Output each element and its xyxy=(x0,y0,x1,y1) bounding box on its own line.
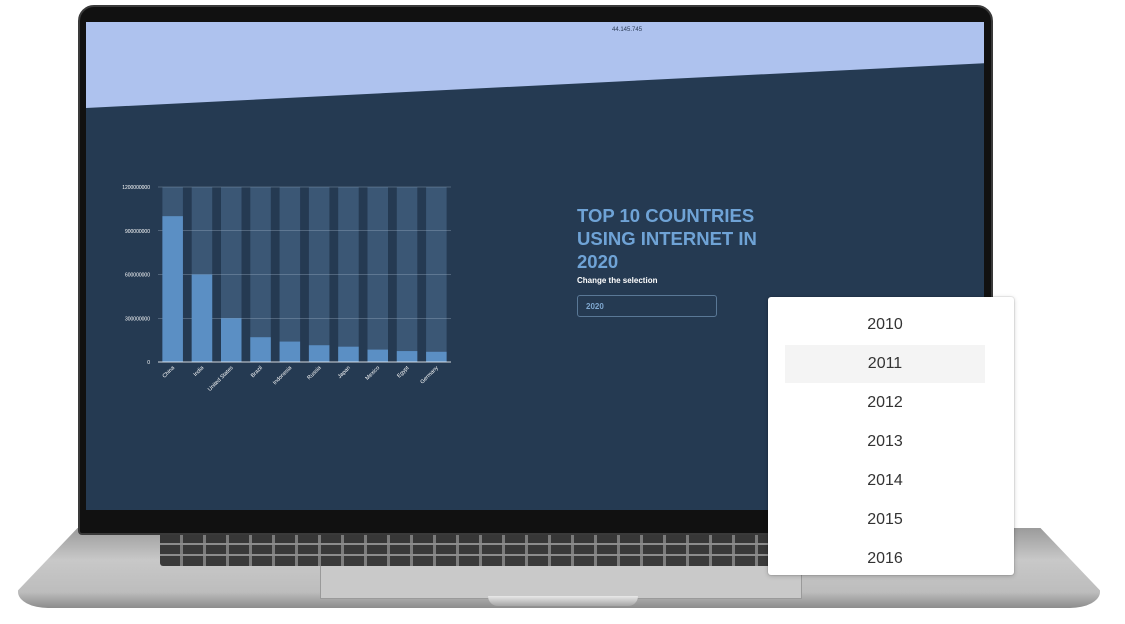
x-tick-label: Egypt xyxy=(396,365,411,380)
page-title: TOP 10 COUNTRIES USING INTERNET IN 2020 xyxy=(577,205,757,272)
y-tick-label: 0 xyxy=(147,360,150,366)
year-option-2010[interactable]: 2010 xyxy=(867,316,903,333)
bar xyxy=(396,351,418,362)
bar xyxy=(250,337,271,362)
x-tick-label: India xyxy=(193,365,206,378)
x-tick-label: Russia xyxy=(306,365,323,382)
selection-label: Change the selection xyxy=(577,276,658,285)
bar xyxy=(220,318,242,362)
year-dropdown: 2010 2011 2012 2013 2014 2015 2016 xyxy=(768,297,1014,575)
x-tick-label: Germany xyxy=(420,365,440,385)
screen-banner xyxy=(86,22,984,108)
x-tick-label: United States xyxy=(207,365,235,393)
y-tick-label: 600000000 xyxy=(125,273,150,279)
laptop-notch xyxy=(488,596,638,606)
bar xyxy=(162,216,183,362)
banner-stat: 44.145.745 xyxy=(612,27,643,33)
year-select[interactable]: 2020 xyxy=(577,295,717,317)
laptop-trackpad xyxy=(320,566,802,599)
year-option-2011[interactable]: 2011 xyxy=(785,345,985,383)
y-tick-label: 1200000000 xyxy=(122,185,150,191)
internet-users-bar-chart: 0 300000000 600000000 900000000 1200000000 Ch… xyxy=(122,185,451,393)
bar xyxy=(367,349,389,362)
x-tick-label: Japan xyxy=(337,365,352,380)
year-option-2012[interactable]: 2012 xyxy=(867,394,903,411)
bar xyxy=(308,345,330,362)
x-tick-label: Brazil xyxy=(250,365,264,379)
y-tick-label: 900000000 xyxy=(125,229,150,235)
bar xyxy=(338,346,359,362)
bar xyxy=(426,351,447,362)
x-tick-label: China xyxy=(162,365,177,380)
year-option-2014[interactable]: 2014 xyxy=(867,472,903,489)
x-tick-label: Mexico xyxy=(365,365,382,382)
bar xyxy=(191,274,213,362)
year-option-2016[interactable]: 2016 xyxy=(867,550,903,567)
bar xyxy=(279,341,301,362)
x-tick-label: Indonesia xyxy=(272,365,294,387)
year-option-2013[interactable]: 2013 xyxy=(867,433,903,450)
y-tick-label: 300000000 xyxy=(125,316,150,322)
year-option-2015[interactable]: 2015 xyxy=(867,511,903,528)
